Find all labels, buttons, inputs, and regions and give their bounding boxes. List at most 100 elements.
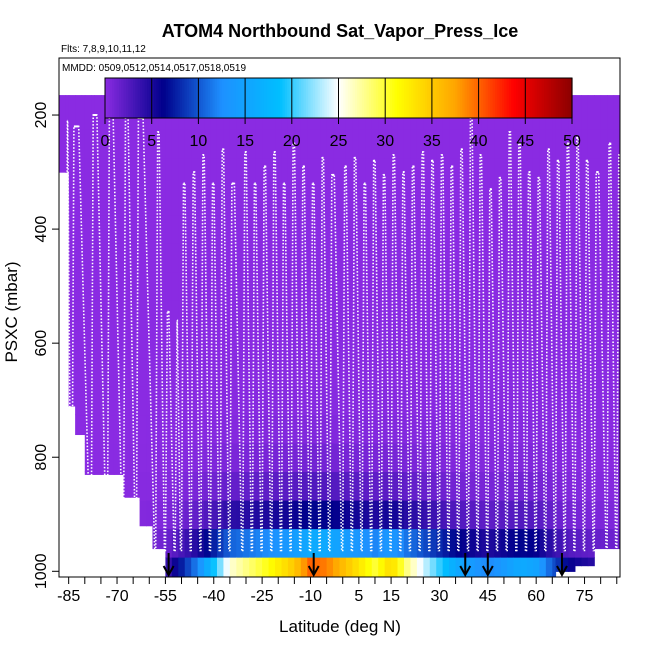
heatmap-cell [333,186,341,216]
heatmap-cell [481,557,489,577]
heatmap-cell [436,243,444,273]
heatmap-cell [397,271,405,301]
heatmap-cell [229,385,237,416]
colorbar-segment [142,78,146,118]
colorbar-segment [156,78,160,118]
heatmap-cell [146,157,154,187]
heatmap-cell [436,471,444,501]
heatmap-cell [165,157,173,187]
heatmap-cell [345,328,353,359]
heatmap-cell [165,129,173,159]
heatmap-cell [365,557,373,577]
heatmap-cell [371,500,379,530]
heatmap-cell [262,557,270,577]
heatmap-cell [442,328,450,359]
heatmap-cell [520,243,528,273]
heatmap-cell [184,328,192,359]
colorbar-segment [464,78,468,118]
heatmap-cell [607,300,615,330]
colorbar-segment [261,78,265,118]
heatmap-cell [568,500,576,530]
heatmap-cell [532,471,540,501]
heatmap-cell [91,328,96,359]
colorbar-segment [114,78,118,118]
heatmap-cell [513,271,521,301]
heatmap-cell [532,157,540,187]
heatmap-cell [474,129,482,159]
heatmap-cell [307,157,315,187]
heatmap-cell [568,271,576,301]
heatmap-cell [384,243,392,273]
heatmap-cell [423,328,431,359]
colorbar-segment [235,78,239,118]
heatmap-cell [371,528,379,558]
colorbar-segment [140,78,143,118]
colorbar-segment [483,78,487,118]
colorbar-segment [205,78,209,118]
heatmap-cell [123,442,131,473]
chart-title: ATOM4 Northbound Sat_Vapor_Press_Ice [162,21,518,41]
heatmap-cell [532,528,540,558]
heatmap-cell [552,557,557,577]
heatmap-cell [229,442,237,473]
heatmap-cell [555,357,563,387]
heatmap-cell [539,414,547,444]
heatmap-cell [561,471,570,501]
heatmap-cell [539,243,547,273]
heatmap-cell [294,271,302,301]
heatmap-cell [358,328,366,359]
heatmap-cell [84,414,92,444]
heatmap-cell [449,271,457,301]
colorbar-segment [256,78,260,118]
heatmap-cell [113,385,121,416]
heatmap-cell [120,271,125,301]
heatmap-cell [326,328,334,359]
heatmap-cell [184,500,192,530]
heatmap-cell [429,271,437,301]
heatmap-cell [436,557,444,577]
heatmap-cell [378,129,386,159]
heatmap-cell [152,129,160,159]
heatmap-cell [410,129,418,159]
heatmap-cell [552,357,557,387]
colorbar-segment [133,78,136,118]
heatmap-cell [307,129,315,159]
colorbar-segment [135,78,139,118]
heatmap-cell [294,528,302,558]
heatmap-cell [320,442,328,473]
heatmap-cell [242,157,250,187]
heatmap-cell [268,528,276,558]
heatmap-cell [236,186,244,216]
x-tick-label: -70 [105,588,128,605]
heatmap-cell [216,300,225,330]
heatmap-cell [333,129,341,159]
heatmap-cell [165,271,173,301]
heatmap-cell [539,214,547,244]
heatmap-cell [236,157,244,187]
heatmap-cell [552,442,557,473]
heatmap-cell [146,442,154,473]
heatmap-cell [581,214,589,244]
colorbar-segment [429,78,433,118]
heatmap-cell [481,528,489,558]
heatmap-cell [507,243,515,273]
heatmap-cell [600,214,608,244]
heatmap-cell [65,129,70,159]
colorbar-segment [534,78,538,118]
colorbar-segment [266,78,270,118]
heatmap-cell [94,385,102,416]
colorbar-segment [322,78,326,118]
heatmap-cell [120,157,125,187]
heatmap-cell [494,157,502,187]
heatmap-cell [326,557,334,577]
heatmap-cell [423,300,431,330]
heatmap-cell [275,385,283,416]
colorbar-segment [399,78,403,118]
colorbar-segment [324,78,328,118]
colorbar-segment [224,78,228,118]
heatmap-cell [397,557,405,577]
heatmap-cell [613,243,620,273]
colorbar-segment [326,78,330,118]
heatmap-cell [242,557,250,577]
heatmap-cell [410,385,418,416]
